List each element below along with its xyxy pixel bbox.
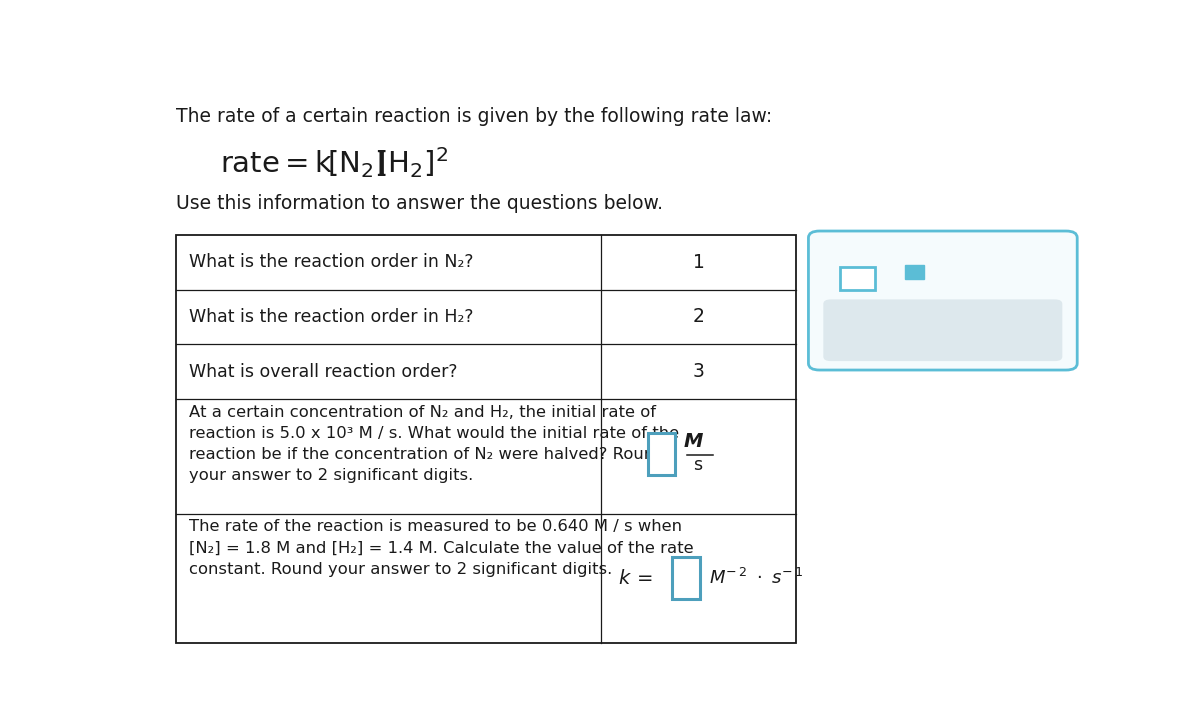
Text: At a certain concentration of N₂ and H₂, the initial rate of
reaction is 5.0 x 1: At a certain concentration of N₂ and H₂,… xyxy=(190,405,679,484)
Text: 1: 1 xyxy=(692,253,704,272)
Bar xyxy=(840,267,876,291)
Text: ↺: ↺ xyxy=(932,318,953,342)
Text: ×: × xyxy=(857,316,880,344)
Text: Use this information to answer the questions below.: Use this information to answer the quest… xyxy=(176,194,664,213)
Text: What is overall reaction order?: What is overall reaction order? xyxy=(190,362,457,381)
Text: 3: 3 xyxy=(692,362,704,381)
Bar xyxy=(176,235,797,643)
Text: 2: 2 xyxy=(692,307,704,326)
Text: s: s xyxy=(694,456,702,474)
FancyBboxPatch shape xyxy=(823,299,1062,361)
Bar xyxy=(648,433,676,475)
Bar xyxy=(672,558,700,599)
FancyBboxPatch shape xyxy=(809,231,1078,370)
Bar xyxy=(905,265,924,279)
Text: x10: x10 xyxy=(881,277,906,290)
Text: The rate of a certain reaction is given by the following rate law:: The rate of a certain reaction is given … xyxy=(176,107,773,125)
Text: $M^{-\,2}\ \cdot\ s^{-\,1}$: $M^{-\,2}\ \cdot\ s^{-\,1}$ xyxy=(709,568,803,588)
Text: ?: ? xyxy=(1010,318,1024,342)
Text: $k\, =$: $k\, =$ xyxy=(618,568,653,588)
Text: What is the reaction order in N₂?: What is the reaction order in N₂? xyxy=(190,253,474,271)
Text: $\mathsf{rate} = \mathsf{k}\!\left[\mathsf{N_2}\right]\!\!\left[\mathsf{H_2}\rig: $\mathsf{rate} = \mathsf{k}\!\left[\math… xyxy=(220,146,448,181)
Text: What is the reaction order in H₂?: What is the reaction order in H₂? xyxy=(190,308,474,326)
Text: M: M xyxy=(684,432,703,451)
Text: The rate of the reaction is measured to be 0.640 M / s when
[N₂] = 1.8 M and [H₂: The rate of the reaction is measured to … xyxy=(190,519,694,576)
